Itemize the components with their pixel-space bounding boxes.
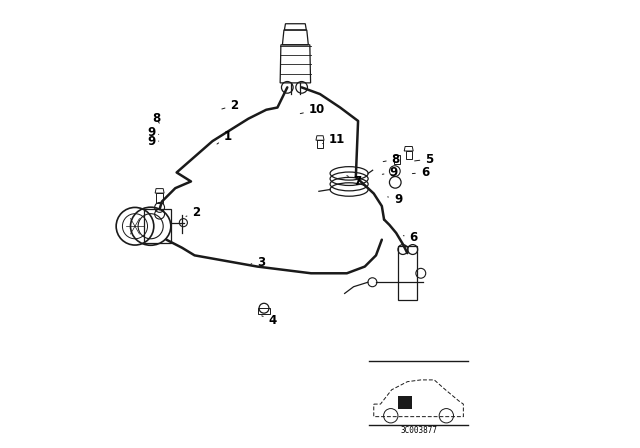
Polygon shape bbox=[398, 396, 412, 409]
Text: 8: 8 bbox=[152, 112, 160, 125]
Text: 10: 10 bbox=[300, 103, 325, 116]
Text: 11: 11 bbox=[323, 133, 345, 146]
Text: 9: 9 bbox=[148, 134, 159, 148]
Text: 7: 7 bbox=[347, 175, 362, 188]
Text: 1: 1 bbox=[217, 130, 232, 144]
Text: 8: 8 bbox=[383, 152, 400, 166]
Text: 6: 6 bbox=[403, 231, 418, 244]
Text: 3C003877: 3C003877 bbox=[400, 426, 437, 435]
Text: 9: 9 bbox=[382, 166, 397, 179]
Text: 2: 2 bbox=[186, 206, 200, 220]
Text: 5: 5 bbox=[415, 152, 433, 166]
Text: 4: 4 bbox=[262, 314, 276, 327]
Text: 3: 3 bbox=[251, 255, 266, 269]
Text: 6: 6 bbox=[412, 166, 429, 179]
Text: 9: 9 bbox=[148, 125, 159, 139]
Text: 2: 2 bbox=[222, 99, 239, 112]
Text: 9: 9 bbox=[388, 193, 402, 206]
